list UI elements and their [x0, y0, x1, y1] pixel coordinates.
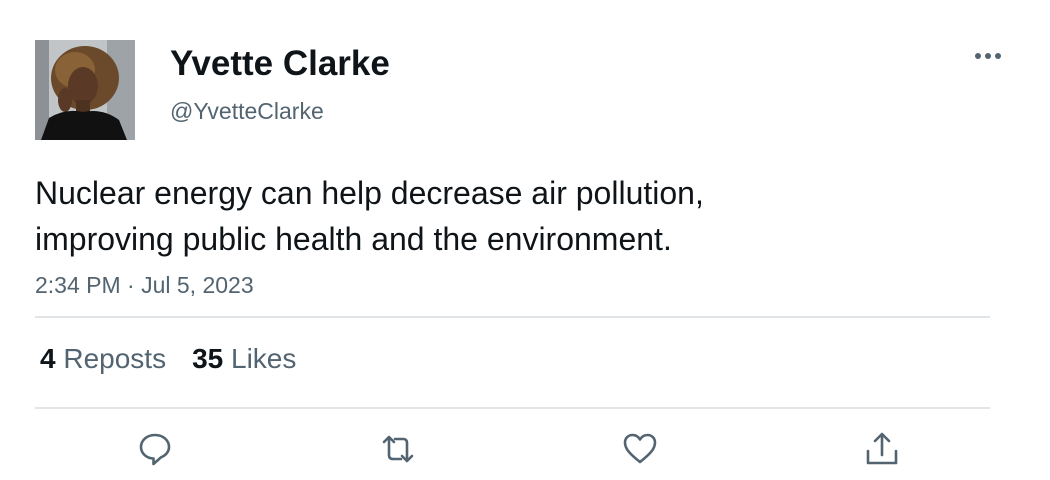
share-icon[interactable] [862, 429, 902, 469]
likes-label: Likes [231, 343, 297, 374]
reply-icon[interactable] [135, 429, 175, 469]
more-options-icon[interactable] [970, 44, 1006, 68]
divider [35, 407, 990, 409]
like-icon[interactable] [620, 429, 660, 469]
reposts-label: Reposts [63, 343, 167, 374]
reposts-stat[interactable]: 4 Reposts [40, 342, 166, 376]
divider [35, 316, 990, 318]
tweet-timestamp[interactable]: 2:34 PM · Jul 5, 2023 [35, 272, 254, 298]
repost-icon[interactable] [378, 429, 418, 469]
engagement-stats: 4 Reposts 35 Likes [40, 342, 322, 376]
likes-stat[interactable]: 35 Likes [192, 342, 296, 376]
tweet-text: Nuclear energy can help decrease air pol… [35, 175, 704, 257]
reposts-count: 4 [40, 343, 56, 374]
author-display-name[interactable]: Yvette Clarke [170, 44, 390, 83]
likes-count: 35 [192, 343, 224, 374]
avatar-image [35, 40, 135, 140]
author-handle[interactable]: @YvetteClarke [170, 98, 324, 124]
avatar[interactable] [35, 40, 135, 140]
